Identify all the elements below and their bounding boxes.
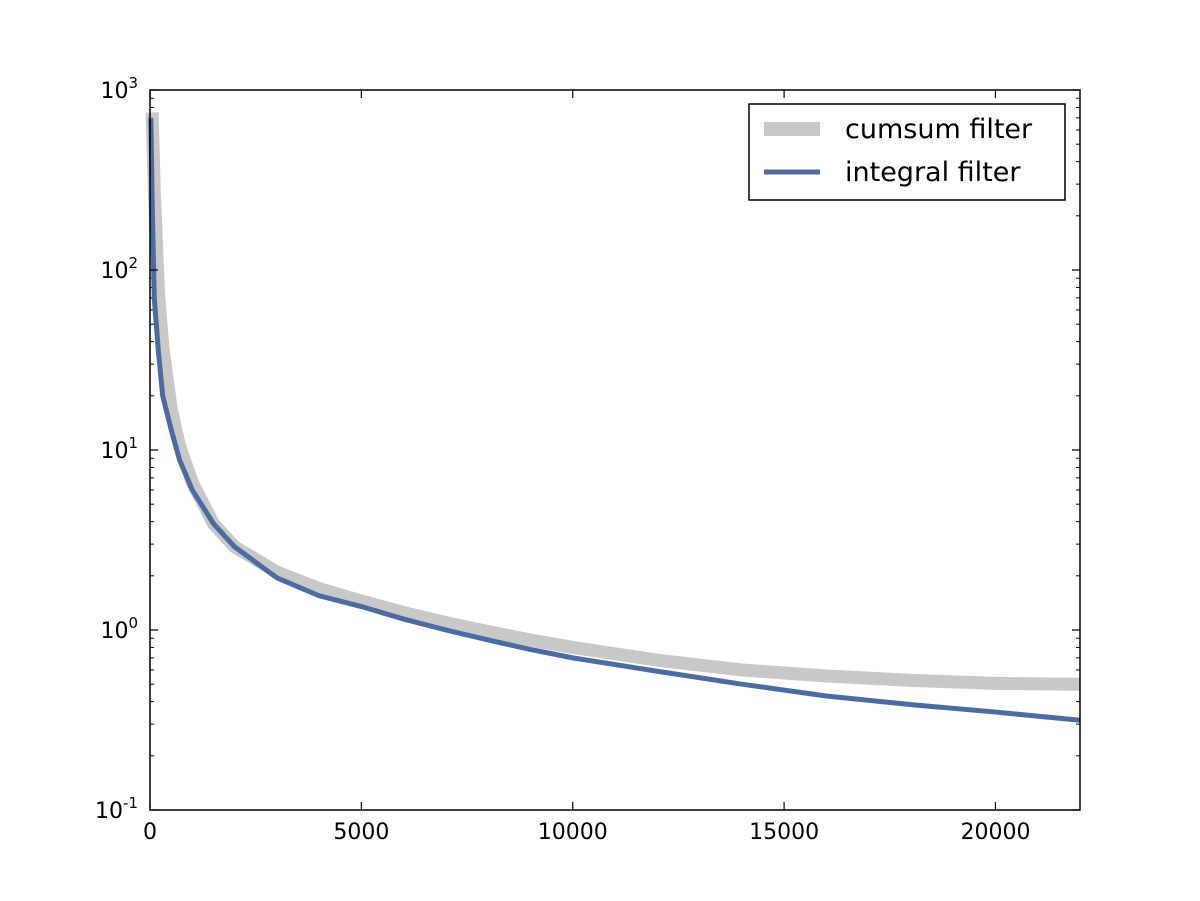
legend-label-cumsum: cumsum filter: [845, 114, 1033, 145]
y-tick-label: 100: [100, 614, 138, 644]
legend-box: [748, 103, 1066, 201]
y-tick-label: 10-1: [95, 794, 138, 824]
legend: cumsum filter integral filter: [748, 103, 1066, 201]
x-tick-label: 15000: [749, 820, 819, 845]
x-tick-label: 20000: [960, 820, 1030, 845]
plot-background: [150, 90, 1080, 810]
major-ticks: [149, 89, 1080, 811]
x-tick-label: 0: [143, 820, 157, 845]
x-tick-labels: 0 5000 10000 15000 20000: [143, 820, 1030, 845]
y-tick-label: 101: [100, 434, 138, 464]
series-line-1: [148, 117, 1081, 723]
y-tick-label: 102: [100, 254, 138, 284]
y-tick-labels: 10-1 100 101 102 103: [95, 74, 138, 824]
x-tick-label: 10000: [538, 820, 608, 845]
y-tick-label: 103: [100, 74, 138, 104]
series-line-0: [145, 112, 1081, 691]
x-tick-label: 5000: [333, 820, 389, 845]
legend-label-integral: integral filter: [845, 157, 1021, 188]
series-layer: [145, 112, 1081, 723]
